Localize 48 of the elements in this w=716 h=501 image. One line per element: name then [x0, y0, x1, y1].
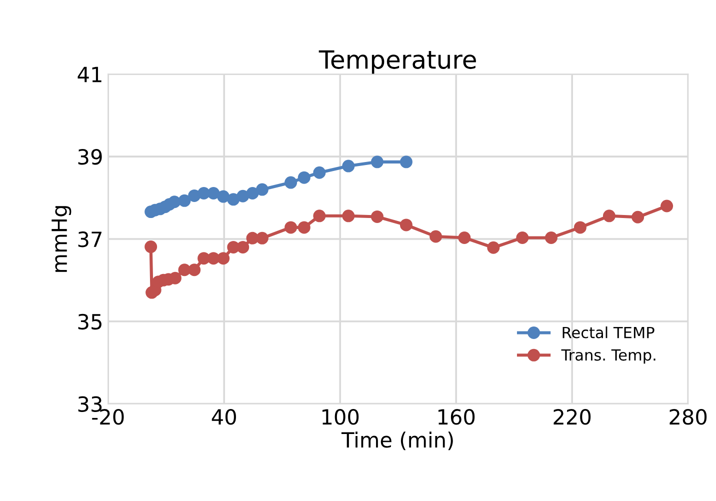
point [144, 240, 158, 254]
y-tick-label: 41 [78, 66, 102, 82]
point [236, 240, 250, 254]
x-tick-label: 40 [212, 409, 236, 425]
x-tick-label: 160 [438, 409, 475, 425]
point [370, 156, 384, 168]
point [284, 221, 298, 234]
point [430, 230, 442, 243]
point [370, 210, 384, 223]
point [217, 190, 230, 203]
x-tick-label: 100 [322, 409, 359, 425]
x-tick-label: 220 [554, 409, 591, 425]
point [207, 186, 220, 200]
point [256, 183, 268, 196]
point [284, 176, 298, 189]
point [400, 218, 412, 232]
y-tick-label: 35 [78, 314, 102, 330]
chart-title: Temperature [318, 50, 476, 74]
point [298, 221, 310, 234]
y-tick-label: 37 [78, 231, 102, 248]
point [313, 210, 326, 222]
point [188, 264, 201, 276]
point [602, 210, 616, 222]
legend-label: Rectal TEMP [562, 326, 654, 338]
point [632, 210, 644, 224]
point [298, 171, 310, 184]
point [342, 210, 355, 222]
point [178, 194, 191, 207]
point [246, 186, 259, 200]
point [168, 196, 181, 208]
x-tick-label: 280 [670, 409, 707, 425]
point [516, 231, 529, 244]
point [217, 252, 230, 265]
x-axis-title: Time (min) [341, 432, 453, 450]
y-tick-label: 39 [78, 149, 102, 165]
y-axis-title: mmHg [52, 206, 72, 272]
point [487, 241, 500, 254]
point [574, 221, 586, 234]
point [313, 166, 326, 179]
point [544, 231, 558, 244]
point [227, 193, 240, 206]
point [256, 232, 268, 244]
point [660, 200, 674, 212]
point [236, 190, 250, 202]
point [342, 160, 355, 172]
point [400, 156, 412, 168]
legend-label: Trans. Temp. [561, 349, 656, 364]
point [458, 231, 471, 244]
